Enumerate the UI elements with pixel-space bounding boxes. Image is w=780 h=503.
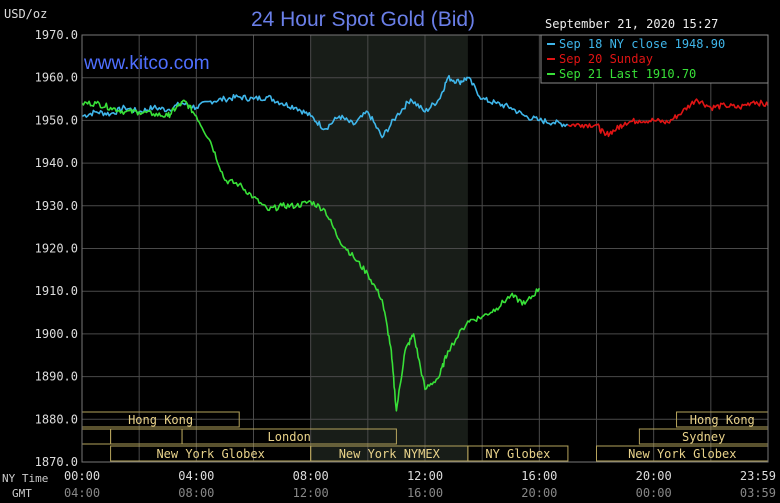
gmt-tick-label: 16:00 xyxy=(407,486,443,500)
x-tick-label: 04:00 xyxy=(178,469,214,483)
y-tick-label: 1870.0 xyxy=(35,455,78,469)
series-line xyxy=(81,99,541,412)
session-label: Sydney xyxy=(682,430,725,444)
session-label: NY Globex xyxy=(485,447,550,461)
y-axis-ticks: 1970.0 1960.0 1950.0 1940.0 1930.0 1920.0 1910… xyxy=(35,28,78,469)
session-label: New York NYMEX xyxy=(339,447,441,461)
gmt-tick-label: 03:59 xyxy=(740,486,776,500)
y-axis-label: USD/oz xyxy=(4,7,47,21)
x-axis-ticks: 00:00 04:00 08:00 12:00 16:00 20:00 23:59 xyxy=(64,469,776,483)
x-tick-label: 12:00 xyxy=(407,469,443,483)
trading-sessions: Hong Kong London New York Globex New York N… xyxy=(81,411,769,462)
session-label: New York Globex xyxy=(156,447,264,461)
gmt-tick-label: 08:00 xyxy=(178,486,214,500)
y-tick-label: 1940.0 xyxy=(35,156,78,170)
x-tick-label: 00:00 xyxy=(64,469,100,483)
session-label: London xyxy=(268,430,311,444)
watermark: www.kitco.com xyxy=(83,53,210,74)
y-tick-label: 1890.0 xyxy=(35,370,78,384)
y-tick-label: 1950.0 xyxy=(35,113,78,127)
x-tick-label: 08:00 xyxy=(293,469,329,483)
chart-title: 24 Hour Spot Gold (Bid) xyxy=(251,8,475,31)
y-tick-label: 1910.0 xyxy=(35,284,78,298)
y-tick-label: 1960.0 xyxy=(35,71,78,85)
series-line xyxy=(81,74,568,139)
timestamp: September 21, 2020 15:27 xyxy=(545,17,718,31)
y-tick-label: 1900.0 xyxy=(35,327,78,341)
gmt-tick-label: 12:00 xyxy=(293,486,329,500)
legend-entry: Sep 21 Last 1910.70 xyxy=(559,67,696,81)
session-label: New York Globex xyxy=(628,447,736,461)
session-label: Hong Kong xyxy=(690,413,755,427)
session-bar xyxy=(181,428,397,445)
gmt-tick-label: 00:00 xyxy=(636,486,672,500)
x-axis-label: NY Time xyxy=(2,472,48,485)
y-tick-label: 1930.0 xyxy=(35,199,78,213)
series-line xyxy=(567,98,769,138)
y-tick-label: 1920.0 xyxy=(35,242,78,256)
legend-entry: Sep 18 NY close 1948.90 xyxy=(559,37,725,51)
y-tick-label: 1880.0 xyxy=(35,412,78,426)
x-tick-label: 23:59 xyxy=(740,469,776,483)
legend-box xyxy=(540,34,769,84)
gmt-tick-label: 04:00 xyxy=(64,486,100,500)
session-bar xyxy=(467,445,569,462)
session-label: Hong Kong xyxy=(128,413,193,427)
x-tick-label: 20:00 xyxy=(636,469,672,483)
gmt-axis-ticks: 04:00 08:00 12:00 16:00 20:00 00:00 03:59 xyxy=(64,486,776,500)
series-lines xyxy=(81,74,769,412)
plot-frame xyxy=(81,34,769,463)
legend-entry: Sep 20 Sunday xyxy=(559,52,653,66)
x-tick-label: 16:00 xyxy=(521,469,557,483)
y-tick-label: 1970.0 xyxy=(35,28,78,42)
gmt-axis-label: GMT xyxy=(12,487,32,500)
gmt-tick-label: 20:00 xyxy=(521,486,557,500)
